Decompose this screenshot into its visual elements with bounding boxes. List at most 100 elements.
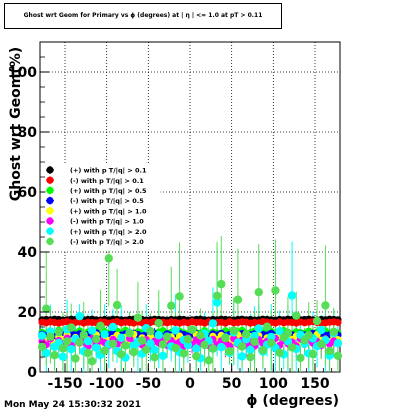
legend-box	[45, 163, 161, 251]
x-tick-label: 0	[185, 376, 195, 392]
y-tick-label: 100	[8, 65, 37, 81]
legend-label: (-) with p T/|q| > 2.0	[70, 238, 144, 247]
data-point	[79, 330, 88, 339]
data-point	[317, 325, 326, 335]
footer-date: Mon May 24 15:30:32 2021	[4, 400, 142, 410]
title-box: Ghost wrt Geom for Primary vs ϕ (degrees…	[4, 3, 282, 29]
legend-label: (-) with p T/|q| > 0.1	[70, 177, 144, 186]
data-point	[312, 316, 322, 326]
data-point	[179, 349, 188, 358]
y-tick-label: 0	[27, 365, 37, 381]
data-point	[221, 333, 230, 343]
data-point	[92, 334, 101, 344]
data-point	[171, 343, 180, 353]
y-tick-label: 80	[18, 125, 38, 141]
data-point	[83, 336, 93, 346]
data-point	[229, 326, 238, 335]
legend-marker	[46, 227, 54, 235]
legend: (+) with p T/|q| > 0.1(-) with p T/|q| >…	[45, 163, 161, 251]
legend-label: (+) with p T/|q| > 0.1	[70, 167, 147, 176]
legend-label: (+) with p T/|q| > 0.5	[70, 187, 147, 196]
data-point	[117, 350, 126, 359]
data-point	[150, 345, 159, 355]
data-point	[254, 324, 263, 333]
data-point	[258, 345, 268, 355]
data-point	[100, 346, 109, 355]
y-tick-label: 40	[18, 245, 38, 261]
legend-label: (-) with p T/|q| > 1.0	[70, 218, 144, 227]
data-point	[267, 332, 276, 342]
data-point	[150, 353, 159, 362]
legend-marker	[46, 176, 54, 184]
data-point	[54, 327, 63, 337]
legend-label: (+) with p T/|q| > 1.0	[70, 207, 147, 216]
data-point	[58, 344, 68, 353]
data-point	[46, 332, 55, 341]
data-point	[204, 356, 213, 365]
data-point	[296, 353, 305, 363]
x-tick-label: -100	[89, 376, 124, 392]
data-point	[275, 348, 284, 357]
data-point	[225, 347, 234, 356]
data-point	[237, 342, 247, 351]
x-tick-label: 50	[222, 376, 242, 392]
legend-marker	[46, 217, 54, 225]
data-markers	[37, 254, 343, 366]
legend-marker	[46, 197, 54, 205]
data-point	[92, 343, 101, 352]
data-point	[146, 339, 155, 348]
x-tick-label: -50	[136, 376, 162, 392]
y-tick-label: 20	[18, 305, 38, 321]
data-point	[100, 330, 109, 339]
data-point	[67, 323, 76, 332]
data-point	[317, 339, 326, 349]
data-point	[37, 342, 47, 351]
data-point	[192, 351, 201, 361]
data-point	[271, 286, 280, 295]
data-point	[325, 346, 334, 356]
data-point	[62, 337, 72, 346]
x-tick-label: 100	[259, 376, 288, 392]
data-point	[292, 311, 301, 320]
data-point	[217, 279, 226, 289]
data-point	[117, 333, 126, 342]
data-point	[42, 304, 51, 313]
data-point	[233, 295, 243, 304]
data-point	[304, 330, 313, 340]
data-point	[75, 338, 84, 347]
data-point	[175, 292, 184, 301]
data-point	[237, 352, 247, 361]
data-point	[75, 312, 84, 321]
data-point	[250, 337, 259, 346]
data-point	[212, 298, 222, 307]
data-point	[50, 351, 59, 360]
data-point	[96, 321, 105, 330]
legend-marker	[46, 237, 54, 245]
data-point	[334, 318, 342, 327]
data-point	[71, 354, 80, 363]
legend-label: (-) with p T/|q| > 0.5	[70, 197, 144, 206]
x-tick-label: 150	[300, 376, 329, 392]
legend-label: (+) with p T/|q| > 2.0	[70, 228, 147, 237]
data-point	[208, 344, 218, 353]
data-point	[121, 341, 130, 350]
data-point	[158, 351, 168, 360]
data-point	[267, 338, 276, 348]
data-point	[208, 319, 218, 328]
data-point	[246, 345, 255, 354]
x-tick-label: -150	[47, 376, 82, 392]
data-point	[262, 322, 272, 331]
data-point	[104, 254, 113, 263]
data-point	[154, 318, 163, 328]
data-point	[125, 329, 134, 338]
data-point	[242, 330, 251, 339]
data-point	[112, 300, 122, 310]
data-point	[58, 352, 68, 361]
data-point	[162, 332, 172, 342]
legend-marker	[46, 166, 54, 174]
data-point	[187, 325, 197, 334]
legend-marker	[46, 207, 54, 215]
data-point	[275, 327, 284, 336]
data-point	[183, 335, 193, 344]
data-point	[154, 330, 163, 340]
